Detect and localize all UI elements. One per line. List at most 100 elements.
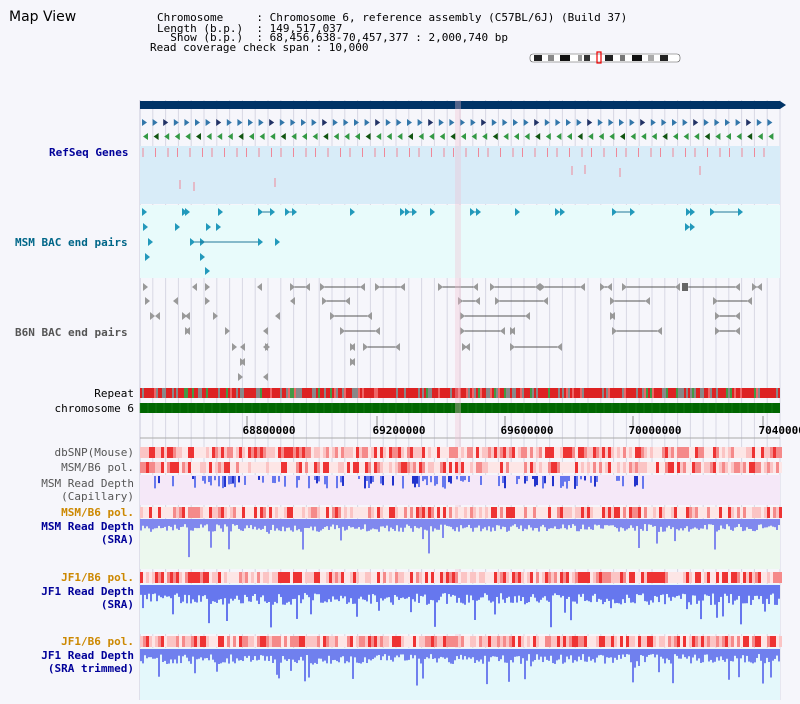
heat-cell <box>311 447 314 458</box>
refseq-gene-mark <box>609 133 615 140</box>
heat-cell <box>665 636 668 647</box>
msm-b6-pol-label[interactable]: MSM/B6 pol. <box>61 461 134 474</box>
depth-bar <box>722 585 724 617</box>
heat-cell <box>320 572 323 583</box>
depth-bar <box>294 649 296 662</box>
depth-bar <box>474 519 476 528</box>
depth-bar <box>708 585 710 596</box>
heat-cell <box>473 447 476 458</box>
depth-bar <box>348 519 350 527</box>
depth-bar <box>278 476 280 482</box>
depth-bar <box>762 649 764 684</box>
repeat-segment <box>480 388 482 398</box>
repeat-segment <box>234 388 236 398</box>
heat-cell <box>695 572 698 583</box>
b6n-bac-end <box>465 343 470 351</box>
msm-bac-end <box>476 208 481 216</box>
msm-read-depth-sra-label[interactable]: MSM Read Depth <box>41 520 134 533</box>
refseq-genes-label[interactable]: RefSeq Genes <box>49 146 129 159</box>
depth-bar <box>366 519 368 532</box>
depth-bar <box>308 585 310 598</box>
jf1-b6-pol-label-2[interactable]: JF1/B6 pol. <box>61 635 134 648</box>
refseq-gene-mark <box>544 119 550 126</box>
depth-bar <box>368 519 370 531</box>
heat-cell <box>377 447 380 458</box>
heat-cell <box>308 507 311 518</box>
depth-bar <box>266 519 268 532</box>
heat-cell <box>209 507 212 518</box>
depth-bar <box>362 585 364 600</box>
heat-cell <box>440 636 443 647</box>
heat-cell <box>734 572 737 583</box>
heat-cell <box>239 462 242 473</box>
repeat-segment <box>566 388 568 398</box>
depth-bar <box>192 519 194 531</box>
repeat-segment <box>640 388 642 398</box>
depth-bar <box>270 649 272 656</box>
dbsnp-label[interactable]: dbSNP(Mouse) <box>54 446 134 459</box>
depth-bar <box>174 649 176 660</box>
msm-bac-label[interactable]: MSM BAC end pairs <box>15 236 128 249</box>
heat-cell <box>476 572 479 583</box>
ideogram-band <box>620 55 625 61</box>
depth-bar <box>344 585 346 597</box>
depth-bar <box>616 519 618 529</box>
heat-cell <box>548 636 551 647</box>
heat-cell <box>164 636 167 647</box>
depth-bar <box>472 519 474 532</box>
depth-bar <box>592 519 594 530</box>
repeat-segment <box>248 388 250 398</box>
heat-cell <box>212 447 215 458</box>
heat-cell <box>143 462 146 473</box>
heat-cell <box>254 462 257 473</box>
ideogram-band <box>548 55 554 61</box>
depth-bar <box>244 585 246 595</box>
depth-bar <box>142 585 144 609</box>
heat-cell <box>365 636 368 647</box>
heat-cell <box>326 447 329 458</box>
jf1-b6-pol-label[interactable]: JF1/B6 pol. <box>61 571 134 584</box>
heat-cell <box>533 572 536 583</box>
b6n-bac-label[interactable]: B6N BAC end pairs <box>15 326 128 339</box>
heat-cell <box>689 636 692 647</box>
heat-cell <box>713 447 716 458</box>
heat-cell <box>287 572 290 583</box>
depth-bar <box>358 519 360 528</box>
repeat-segment <box>450 388 452 398</box>
depth-bar <box>464 585 466 605</box>
heat-cell <box>470 572 473 583</box>
heat-cell <box>629 507 632 518</box>
heat-cell <box>725 447 728 458</box>
repeat-segment <box>474 388 476 398</box>
ideogram-band <box>534 55 542 61</box>
msm-read-depth-cap-label[interactable]: MSM Read Depth <box>41 477 134 490</box>
repeat-segment <box>598 388 600 398</box>
heat-cell <box>458 572 461 583</box>
repeat-segment <box>188 388 190 398</box>
depth-bar <box>726 585 728 596</box>
depth-bar <box>326 519 328 527</box>
depth-bar <box>166 519 168 531</box>
depth-bar <box>352 649 354 679</box>
heat-cell <box>404 447 407 458</box>
heat-cell <box>410 636 413 647</box>
heat-cell <box>344 462 347 473</box>
heat-cell <box>368 462 371 473</box>
heat-cell <box>146 572 149 583</box>
heat-cell <box>293 462 296 473</box>
msm-b6-pol-label-2[interactable]: MSM/B6 pol. <box>61 506 134 519</box>
heat-cell <box>332 572 335 583</box>
repeat-segment <box>568 388 570 398</box>
axis-tick-label: 70000000 <box>629 424 682 437</box>
jf1-read-depth-sra-label[interactable]: JF1 Read Depth <box>41 585 134 598</box>
heat-cell <box>626 507 629 518</box>
depth-bar <box>288 649 290 660</box>
depth-bar <box>540 519 542 527</box>
depth-bar <box>368 649 370 660</box>
jf1-read-depth-trim-label[interactable]: JF1 Read Depth <box>41 649 134 662</box>
depth-bar <box>498 476 500 487</box>
depth-bar <box>498 649 500 662</box>
depth-bar <box>600 585 602 600</box>
depth-bar <box>642 585 644 594</box>
